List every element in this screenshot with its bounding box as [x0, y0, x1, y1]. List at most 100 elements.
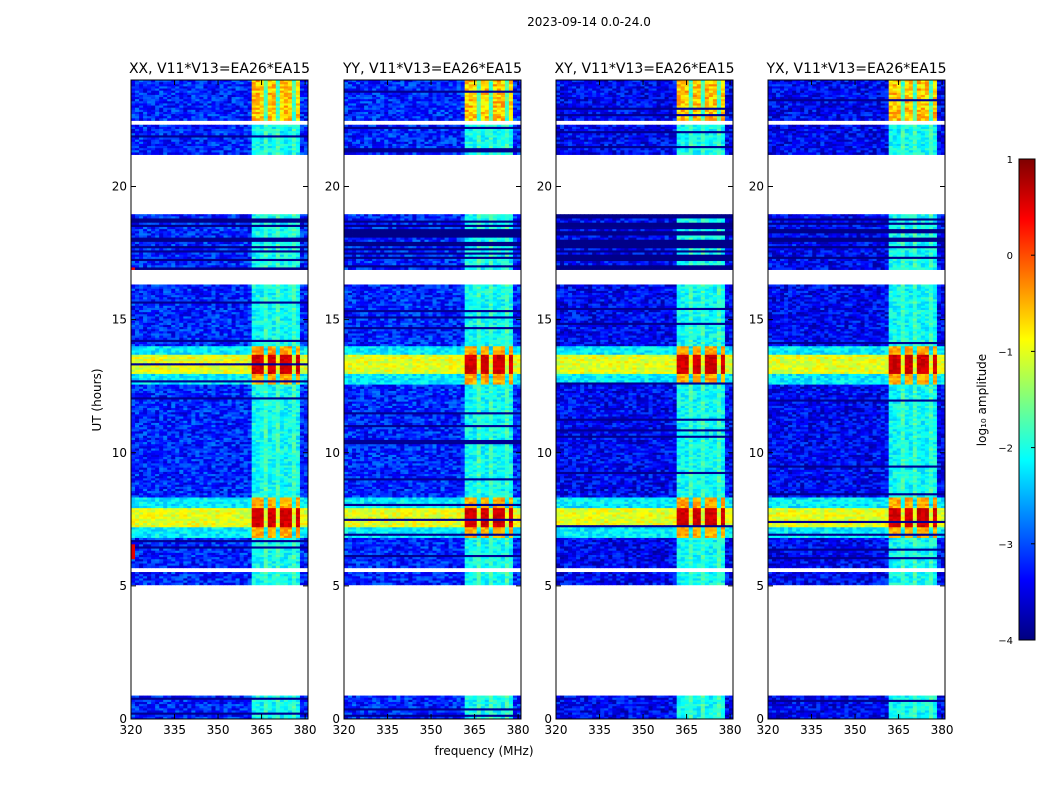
heatmap-cell [199, 116, 204, 119]
heatmap-cell [187, 250, 192, 253]
heatmap-cell [203, 214, 208, 217]
heatmap-cell [243, 103, 249, 106]
heatmap-cell [299, 229, 305, 232]
heatmap-cell [163, 256, 168, 260]
heatmap-cell [299, 94, 305, 98]
heatmap-cell [155, 348, 160, 351]
heatmap-cell [143, 128, 148, 132]
heatmap-cell [243, 239, 249, 243]
heatmap-cell [155, 137, 160, 141]
heatmap-cell [263, 386, 269, 390]
heatmap-cell [267, 310, 273, 313]
heatmap-cell [211, 393, 216, 396]
heatmap-cell [227, 118, 232, 121]
heatmap-cell [255, 290, 261, 294]
heatmap-cell [199, 111, 204, 115]
heatmap-cell [299, 346, 305, 349]
heatmap-cell [211, 133, 216, 136]
heatmap-cell [171, 233, 176, 236]
heatmap-cell [271, 322, 277, 326]
heatmap-cell [227, 305, 232, 309]
heatmap-cell [179, 295, 184, 298]
heatmap-cell [227, 124, 232, 128]
heatmap-cell [203, 105, 208, 109]
heatmap-cell [171, 250, 176, 253]
heatmap-cell [131, 371, 136, 375]
heatmap-cell [303, 148, 308, 151]
heatmap-cell [255, 376, 261, 379]
heatmap-cell [283, 305, 289, 309]
heatmap-cell [151, 235, 156, 239]
heatmap-cell [167, 107, 172, 111]
heatmap-cell [135, 341, 140, 345]
heatmap-cell [279, 397, 285, 400]
heatmap-cell [191, 94, 196, 98]
heatmap-cell [287, 150, 293, 153]
heatmap-cell [199, 327, 204, 330]
heatmap-cell [191, 352, 196, 356]
heatmap-cell [215, 356, 220, 360]
heatmap-cell [231, 335, 236, 339]
heatmap-cell [215, 363, 220, 366]
heatmap-cell [299, 386, 305, 390]
heatmap-cell [255, 261, 261, 264]
heatmap-cell [231, 226, 236, 230]
heatmap-cell [211, 341, 216, 345]
heatmap-cell [131, 114, 136, 117]
heatmap-cell [219, 131, 224, 134]
heatmap-cell [211, 267, 216, 270]
heatmap-cell [187, 84, 192, 87]
heatmap-cell [243, 105, 249, 109]
heatmap-cell [187, 382, 192, 385]
heatmap-cell [255, 344, 261, 347]
heatmap-cell [291, 310, 297, 313]
heatmap-cell [247, 231, 253, 234]
heatmap-cell [255, 337, 261, 341]
heatmap-cell [219, 378, 224, 381]
heatmap-cell [183, 218, 188, 221]
heatmap-cell [175, 348, 180, 351]
heatmap-cell [183, 222, 188, 226]
heatmap-cell [263, 395, 269, 398]
heatmap-cell [151, 288, 156, 292]
heatmap-cell [183, 352, 188, 356]
heatmap-cell [199, 92, 204, 96]
heatmap-cell [295, 329, 301, 332]
heatmap-cell [195, 241, 200, 245]
heatmap-cell [243, 109, 249, 113]
heatmap-cell [151, 86, 156, 89]
heatmap-cell [275, 322, 281, 326]
heatmap-cell [255, 378, 261, 381]
heatmap-cell [295, 337, 301, 341]
heatmap-cell [267, 141, 273, 145]
heatmap-cell [275, 329, 281, 332]
heatmap-cell [135, 373, 140, 377]
heatmap-cell [159, 101, 164, 104]
heatmap-cell [183, 312, 188, 315]
heatmap-cell [183, 324, 188, 328]
heatmap-cell [255, 216, 261, 219]
heatmap-cell [283, 124, 289, 128]
heatmap-cell [175, 152, 180, 155]
heatmap-cell [243, 295, 249, 298]
heatmap-cell [223, 297, 228, 300]
heatmap-cell [135, 327, 140, 330]
heatmap-cell [299, 307, 305, 311]
heatmap-cell [267, 224, 273, 228]
heatmap-cell [291, 301, 297, 305]
heatmap-cell [239, 369, 245, 373]
heatmap-cell [151, 111, 156, 115]
heatmap-cell [163, 382, 168, 385]
heatmap-cell [207, 82, 212, 85]
heatmap-cell [287, 88, 293, 92]
heatmap-cell [227, 295, 232, 298]
heatmap-cell [295, 382, 301, 385]
heatmap-cell [167, 229, 172, 232]
heatmap-cell [247, 329, 253, 332]
heatmap-cell [303, 395, 308, 398]
heatmap-cell [243, 241, 249, 245]
heatmap-cell [271, 263, 277, 266]
heatmap-cell [239, 265, 245, 268]
heatmap-cell [155, 250, 160, 253]
